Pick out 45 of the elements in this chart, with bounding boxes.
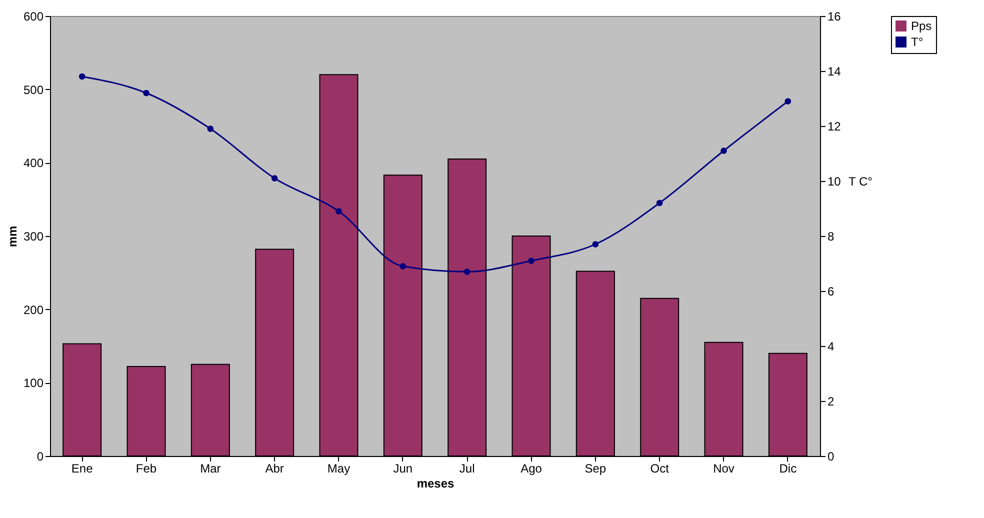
y2-tick-label: 0 xyxy=(828,450,834,464)
x-tick-label: Ene xyxy=(71,462,94,476)
y2-tick-label: 12 xyxy=(828,120,842,134)
y2-axis-title: T C° xyxy=(848,174,873,188)
point xyxy=(720,148,727,154)
point xyxy=(528,258,534,264)
point xyxy=(784,98,792,104)
y-tick-label: 600 xyxy=(23,10,44,24)
y-axis-title: mm xyxy=(5,226,20,248)
y2-tick-label: 8 xyxy=(828,230,834,244)
y2-tick-label: 2 xyxy=(828,394,834,408)
point xyxy=(271,175,278,182)
x-tick-label: Jun xyxy=(393,462,413,476)
y2-tick-label: 14 xyxy=(828,64,842,78)
y-tick-label: 300 xyxy=(23,230,44,244)
legend-label: T° xyxy=(911,35,924,49)
point xyxy=(656,200,663,206)
point xyxy=(464,268,470,275)
legend-label: Pps xyxy=(911,19,932,33)
x-tick-label: Feb xyxy=(136,462,157,476)
x-tick-label: Nov xyxy=(713,462,734,476)
y-tick-label: 200 xyxy=(23,302,44,317)
y2-tick-label: 10 xyxy=(828,174,842,188)
point xyxy=(78,73,86,80)
x-tick-label: Mar xyxy=(200,462,221,476)
x-axis-title: meses xyxy=(416,476,455,490)
point xyxy=(592,241,599,248)
y2-tick-label: 6 xyxy=(828,284,834,298)
y-tick-label: 100 xyxy=(23,376,44,390)
x-tick-label: Jul xyxy=(459,462,475,476)
point xyxy=(207,126,214,132)
y-tick-label: 500 xyxy=(23,82,44,97)
y-tick-label: 400 xyxy=(23,156,44,170)
y2-tick-label: 16 xyxy=(828,10,842,24)
x-tick-label: Sep xyxy=(584,462,606,476)
point xyxy=(400,263,406,270)
x-tick-label: May xyxy=(327,462,350,476)
y2-tick-label: 4 xyxy=(828,340,834,354)
x-tick-label: Oct xyxy=(650,462,670,476)
x-tick-label: Abr xyxy=(265,462,284,476)
point xyxy=(336,208,342,214)
x-tick-label: Ago xyxy=(520,462,542,476)
x-tick-label: Dic xyxy=(779,462,797,476)
y-tick-label: 0 xyxy=(36,450,44,464)
point xyxy=(143,90,150,96)
